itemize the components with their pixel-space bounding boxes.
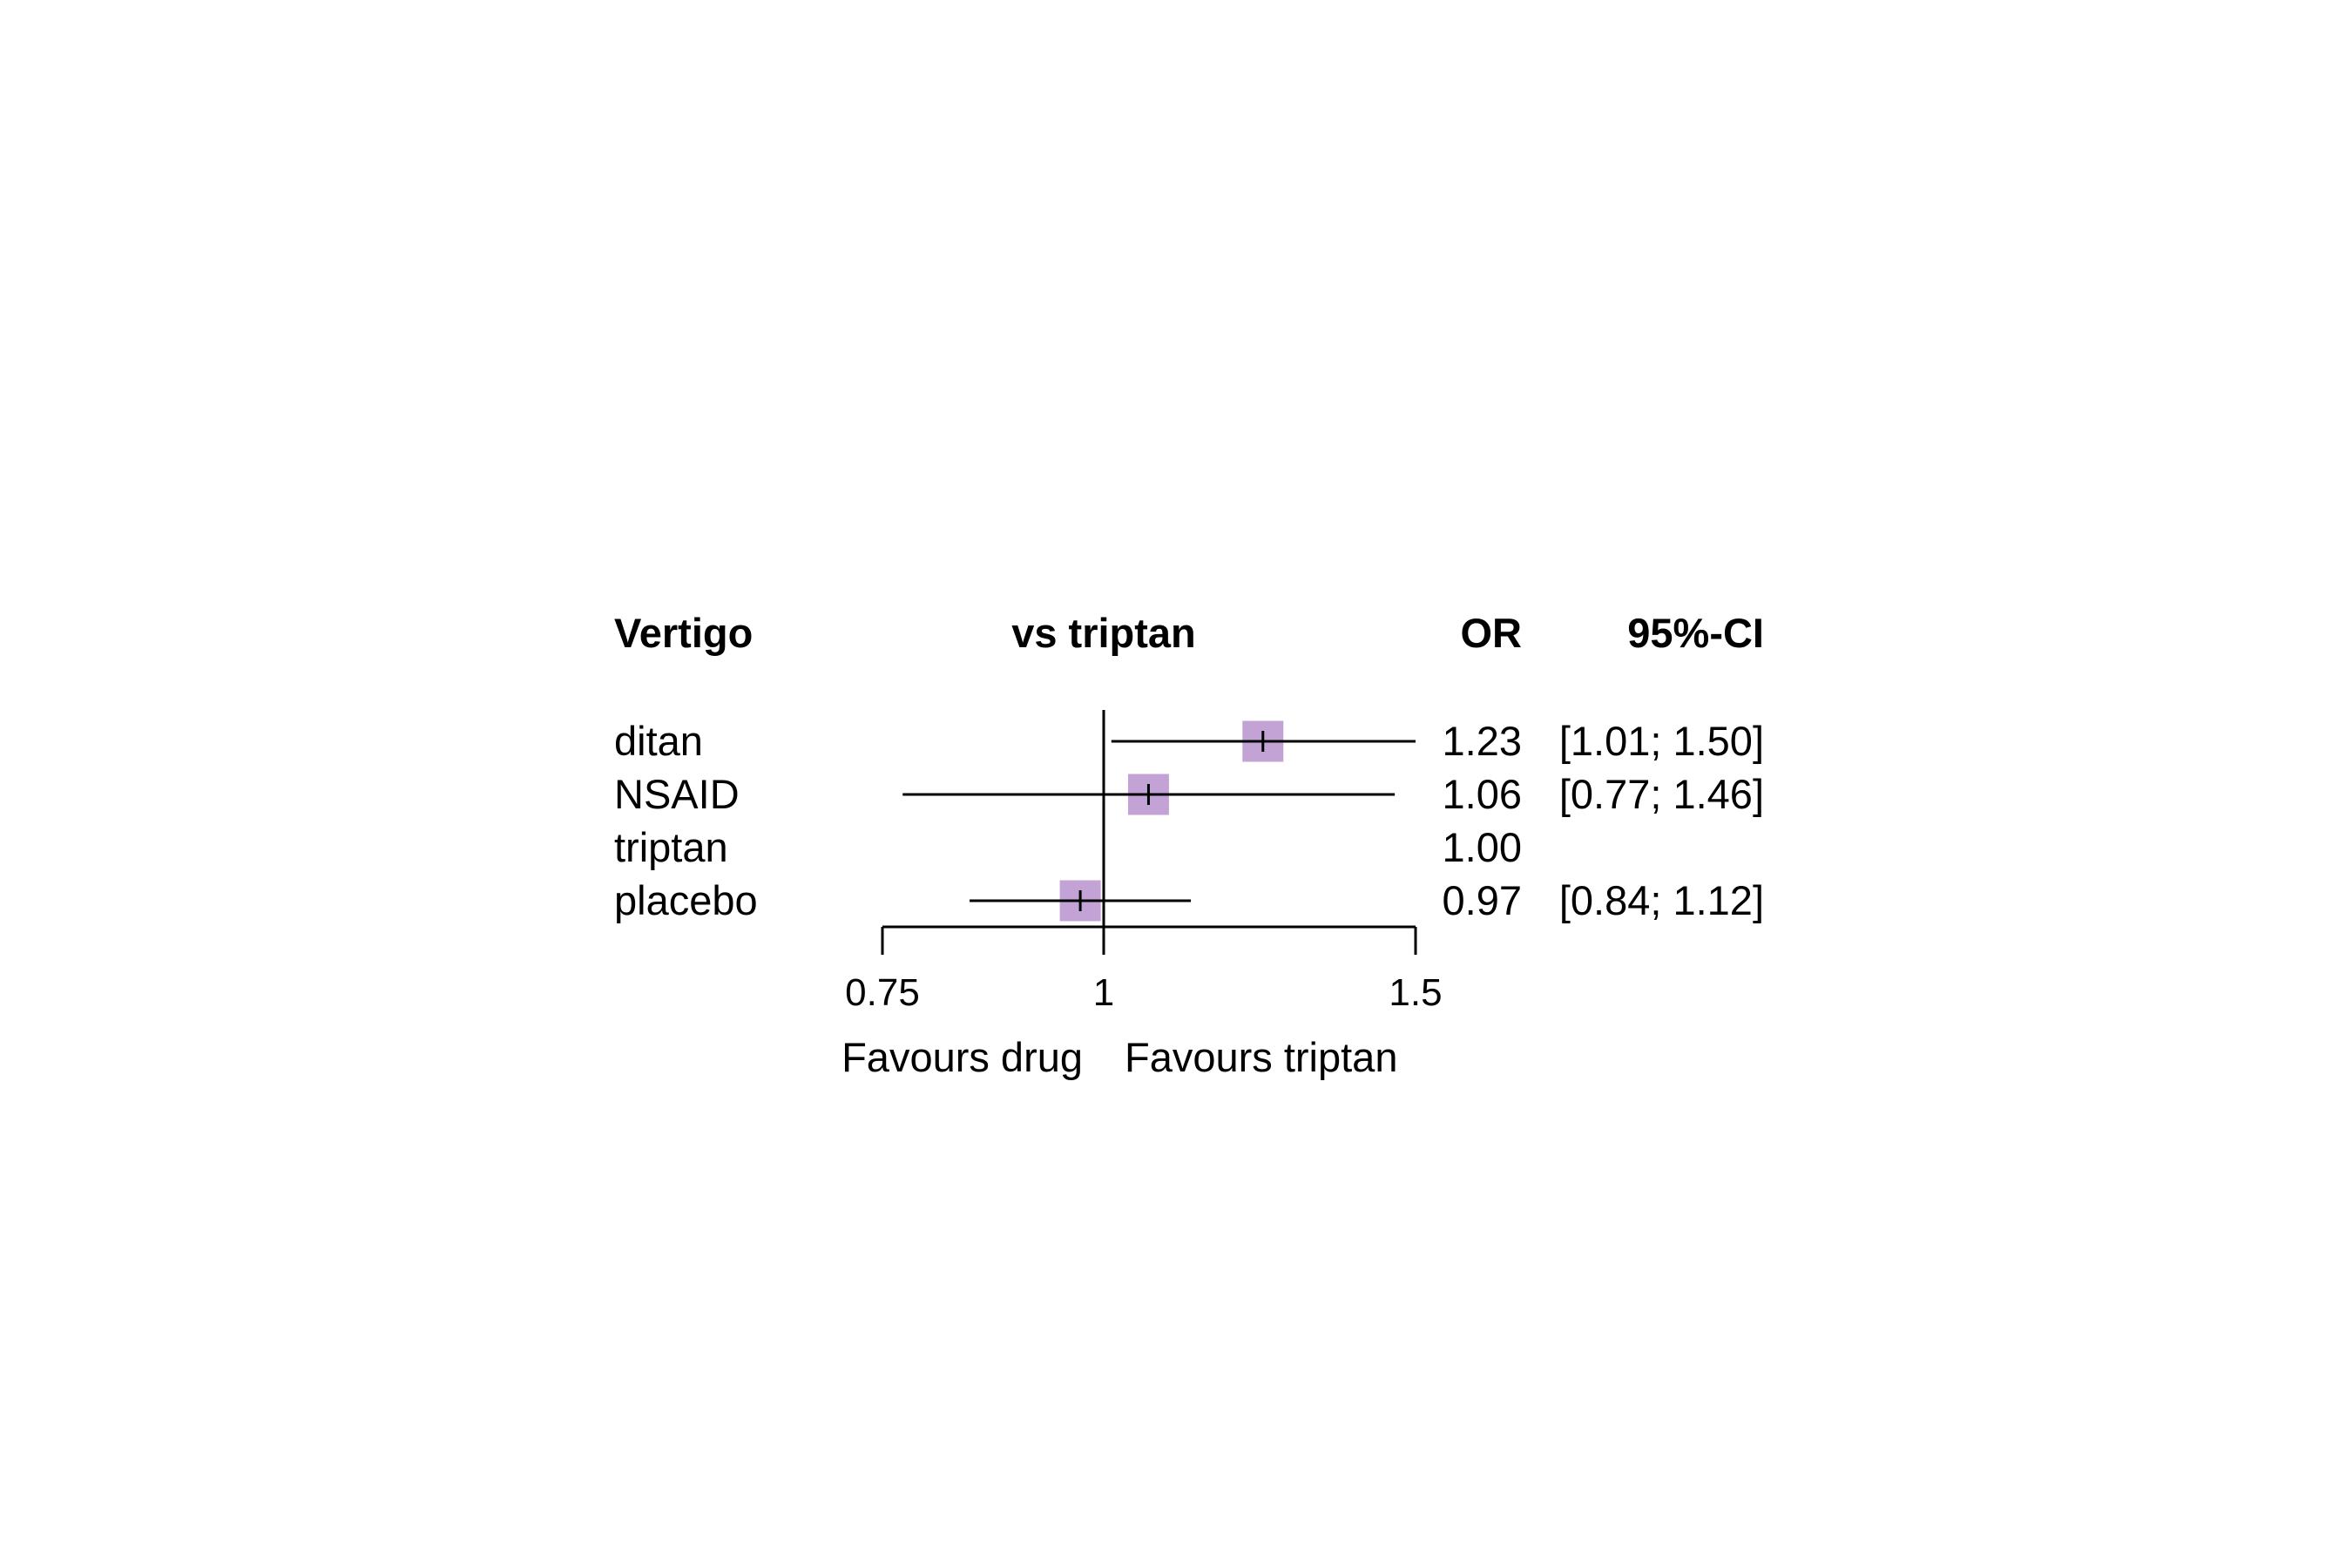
row-label: placebo: [614, 877, 758, 923]
row-or-value: 1.06: [1443, 771, 1522, 817]
header-estimate: OR: [1461, 610, 1523, 656]
row-or-value: 1.23: [1443, 718, 1522, 764]
row-label: NSAID: [614, 771, 740, 817]
row-or-value: 1.00: [1443, 824, 1522, 870]
row-ci-value: [1.01; 1.50]: [1559, 718, 1764, 764]
axis-tick-label: 0.75: [845, 971, 920, 1014]
favours-right-label: Favours triptan: [1125, 1034, 1397, 1080]
x-axis: 0.75 1 1.5: [845, 710, 1443, 1014]
header-interval: 95%-CI: [1627, 610, 1764, 656]
axis-tick-label: 1.5: [1389, 971, 1442, 1014]
marks-layer: [902, 720, 1416, 922]
row-or-value: 0.97: [1443, 877, 1522, 923]
row-ci-value: [0.84; 1.12]: [1559, 877, 1764, 923]
rows-layer: ditan 1.23 [1.01; 1.50] NSAID 1.06 [0.77; 1.4…: [614, 718, 1764, 923]
header-comparison: vs triptan: [1011, 610, 1196, 656]
favours-left-label: Favours drug: [841, 1034, 1083, 1080]
row-ci-value: [0.77; 1.46]: [1559, 771, 1764, 817]
header-outcome: Vertigo: [614, 610, 753, 656]
row-label: ditan: [614, 718, 703, 764]
row-label: triptan: [614, 824, 728, 870]
axis-tick-label: 1: [1093, 971, 1114, 1014]
